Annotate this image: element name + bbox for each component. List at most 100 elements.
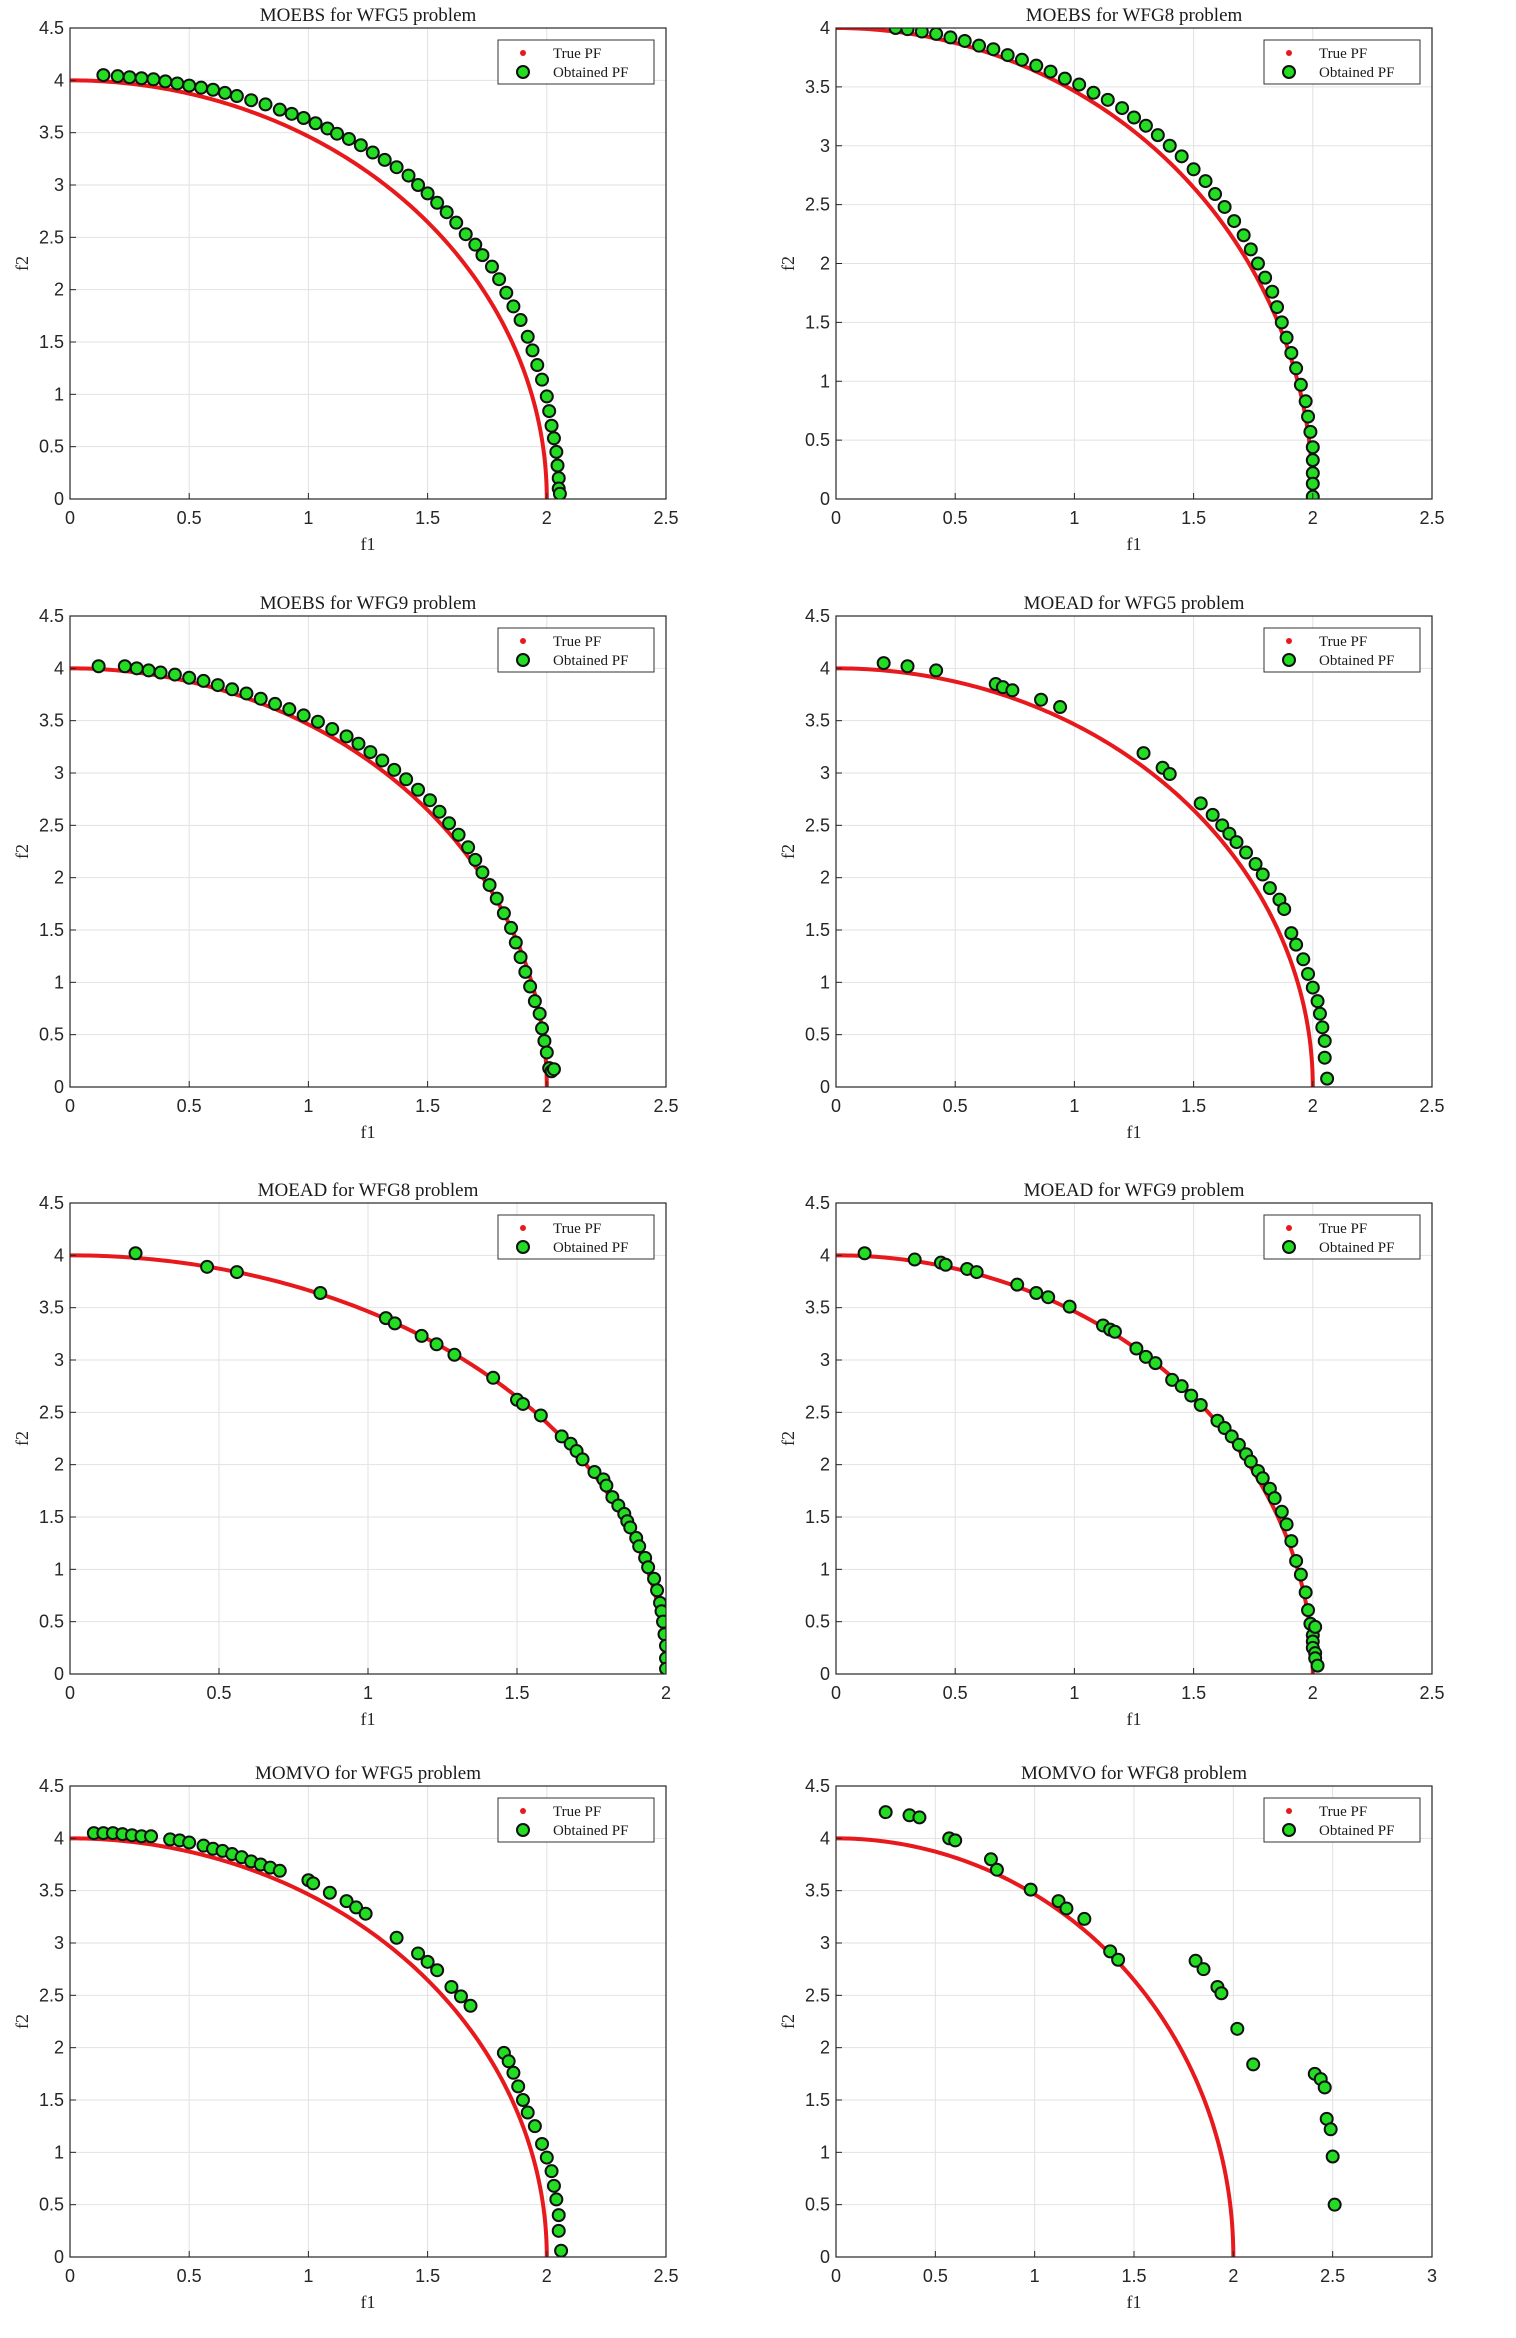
obtained-pf-point xyxy=(1303,424,1318,439)
y-tick-label: 0.5 xyxy=(39,2195,64,2215)
obtained-pf-point xyxy=(523,979,538,994)
obtained-pf-point xyxy=(1023,1882,1038,1897)
y-tick-label: 3 xyxy=(54,763,64,783)
x-tick-label: 0.5 xyxy=(943,1683,968,1703)
obtained-pf-point xyxy=(551,2223,566,2238)
obtained-pf-point xyxy=(475,865,490,880)
y-tick-label: 3 xyxy=(54,1933,64,1953)
obtained-pf-point xyxy=(463,1998,478,2013)
x-tick-label: 0 xyxy=(831,1096,841,1116)
x-tick-label: 1.5 xyxy=(504,1683,529,1703)
y-axis-label: f2 xyxy=(12,256,32,271)
obtained-pf-point xyxy=(1205,807,1220,822)
obtained-pf-point xyxy=(575,1452,590,1467)
obtained-pf-point xyxy=(253,691,268,706)
x-tick-label: 2.5 xyxy=(1320,2266,1345,2286)
y-tick-label: 0.5 xyxy=(805,1025,830,1045)
x-tick-label: 2 xyxy=(1308,508,1318,528)
y-tick-label: 2 xyxy=(54,2038,64,2058)
obtained-pf-point xyxy=(599,1478,614,1493)
obtained-pf-point xyxy=(158,74,173,89)
x-tick-label: 0 xyxy=(65,1096,75,1116)
obtained-pf-point xyxy=(492,272,507,287)
obtained-pf-point xyxy=(1230,2021,1245,2036)
y-tick-label: 0.5 xyxy=(39,1025,64,1045)
legend-true-pf-label: True PF xyxy=(1319,46,1367,62)
obtained-pf-point xyxy=(430,1963,445,1978)
obtained-pf-point xyxy=(1289,1553,1304,1568)
obtained-pf-point xyxy=(542,404,557,419)
obtained-pf-point xyxy=(1248,857,1263,872)
legend-obtained-pf-label: Obtained PF xyxy=(553,65,628,81)
obtained-pf-point xyxy=(878,1805,893,1820)
obtained-pf-point xyxy=(1325,2149,1340,2164)
plot-layer xyxy=(70,1826,569,2257)
obtained-pf-point xyxy=(659,1661,666,1674)
obtained-pf-point xyxy=(1000,48,1015,63)
obtained-pf-point xyxy=(1317,2080,1332,2095)
y-tick-label: 4 xyxy=(54,1828,64,1848)
obtained-pf-point xyxy=(544,418,559,433)
chart-svg: 0 0.5 1 1.5 2 2.5 0 0.5 1 1.5 2 2.5 3 3.5 4 4.5 MOEBS fo… xyxy=(12,5,679,554)
obtained-pf-point xyxy=(284,106,299,121)
obtained-pf-point xyxy=(1127,110,1141,125)
obtained-pf-point xyxy=(170,76,185,91)
obtained-pf-point xyxy=(268,696,283,711)
chart-title: MOEBS for WFG5 problem xyxy=(260,5,477,26)
obtained-pf-point xyxy=(387,762,402,777)
obtained-pf-point xyxy=(1305,440,1320,455)
y-tick-label: 4 xyxy=(820,18,830,38)
true-pf-curve xyxy=(836,666,1315,1087)
x-tick-label: 1 xyxy=(303,1096,313,1116)
plot-layer xyxy=(70,1246,666,1674)
legend-box xyxy=(497,627,655,673)
true-pf-curve xyxy=(70,78,549,499)
y-axis-label: f2 xyxy=(778,1431,798,1446)
obtained-pf-point xyxy=(272,102,287,117)
y-tick-label: 1 xyxy=(54,1559,64,1579)
obtained-pf-point xyxy=(496,906,511,921)
x-tick-label: 1.5 xyxy=(1121,2266,1146,2286)
obtained-pf-point xyxy=(972,38,987,53)
obtained-pf-point xyxy=(549,2192,564,2207)
obtained-pf-point xyxy=(1014,52,1029,67)
obtained-pf-point xyxy=(1279,330,1294,345)
legend-obtained-pf-marker xyxy=(516,65,530,79)
legend-true-pf-marker xyxy=(520,50,526,56)
chart-svg: 0 0.5 1 1.5 2 2.5 0 0.5 1 1.5 2 2.5 3 3.5 4 MOEBS for W… xyxy=(778,5,1445,554)
obtained-pf-point xyxy=(429,1337,444,1352)
obtained-pf-point xyxy=(1298,394,1313,409)
chart-svg: 0 0.5 1 1.5 2 2.5 0 0.5 1 1.5 2 2.5 3 3.5 4 4.5 MOEBS fo… xyxy=(12,593,679,1142)
legend-obtained-pf-label: Obtained PF xyxy=(1319,653,1394,669)
y-tick-label: 4 xyxy=(820,1828,830,1848)
obtained-pf-point xyxy=(1059,1901,1074,1916)
legend-obtained-pf-label: Obtained PF xyxy=(1319,1240,1394,1256)
obtained-pf-point xyxy=(134,71,149,86)
obtained-pf-point xyxy=(387,1316,402,1331)
y-tick-label: 0 xyxy=(820,489,830,509)
obtained-pf-point xyxy=(420,186,435,201)
obtained-pf-point xyxy=(1289,361,1304,376)
obtained-pf-point xyxy=(239,686,254,701)
obtained-pf-point xyxy=(229,1265,244,1280)
obtained-pf-point xyxy=(353,138,368,153)
obtained-pf-point xyxy=(451,827,466,842)
chart-panel: 0 0.5 1 1.5 2 2.5 0 0.5 1 1.5 2 2.5 3 3.5 4 MOEBS for W… xyxy=(766,0,1506,580)
plot-area xyxy=(836,1203,1432,1674)
obtained-pf-point xyxy=(537,1033,552,1048)
obtained-pf-point xyxy=(1239,845,1254,860)
obtained-pf-point xyxy=(539,1045,554,1060)
obtained-pf-point xyxy=(659,1638,666,1653)
legend-true-pf-label: True PF xyxy=(1319,1804,1367,1820)
obtained-pf-point xyxy=(650,1583,665,1598)
obtained-pf-point xyxy=(506,2065,521,2080)
legend-obtained-pf-label: Obtained PF xyxy=(1319,1823,1394,1839)
obtained-pf-point xyxy=(141,663,156,678)
x-tick-label: 1 xyxy=(1030,2266,1040,2286)
obtained-pf-point xyxy=(453,1989,468,2004)
axes-box xyxy=(69,27,667,500)
y-tick-label: 2 xyxy=(820,2038,830,2058)
x-tick-label: 2.5 xyxy=(1419,508,1444,528)
obtained-pf-point xyxy=(1317,1033,1332,1048)
obtained-pf-point xyxy=(1043,64,1058,79)
